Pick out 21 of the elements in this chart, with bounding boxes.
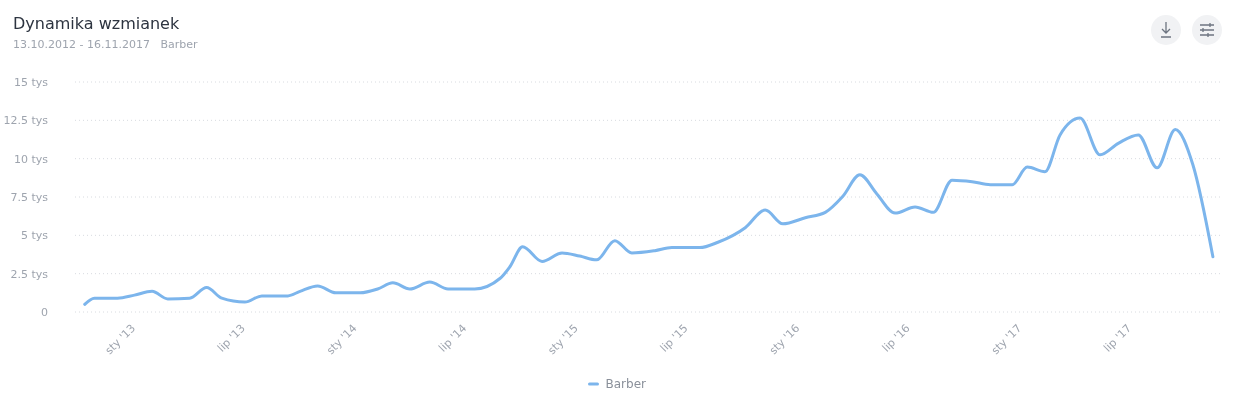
line-series bbox=[83, 116, 1215, 306]
y-tick-label: 15 tys bbox=[13, 75, 49, 89]
legend-label: Barber bbox=[605, 377, 647, 392]
y-tick-label: 0 bbox=[41, 305, 48, 319]
x-tick-label: lip '13 bbox=[214, 321, 248, 355]
y-tick-label: 5 tys bbox=[20, 229, 49, 243]
x-tick-label: lip '17 bbox=[1101, 321, 1135, 355]
y-tick-label: 10 tys bbox=[13, 152, 49, 166]
x-tick-label: sty '16 bbox=[766, 321, 803, 358]
y-tick-label: 2.5 tys bbox=[10, 267, 49, 281]
x-tick-label: sty '17 bbox=[988, 321, 1025, 358]
x-tick-label: sty '13 bbox=[102, 321, 139, 358]
chart-title: Dynamika wzmianek bbox=[13, 14, 180, 33]
y-tick-label: 12.5 tys bbox=[3, 114, 49, 128]
x-tick-label: lip '14 bbox=[436, 321, 470, 355]
y-tick-label: 7.5 tys bbox=[10, 190, 49, 204]
x-tick-label: lip '16 bbox=[879, 321, 913, 355]
x-tick-label: sty '15 bbox=[545, 321, 581, 358]
x-tick-label: lip '15 bbox=[657, 321, 691, 355]
chart-subtitle: 13.10.2012 - 16.11.2017 Barber bbox=[13, 38, 198, 51]
x-tick-label: sty '14 bbox=[324, 321, 360, 358]
